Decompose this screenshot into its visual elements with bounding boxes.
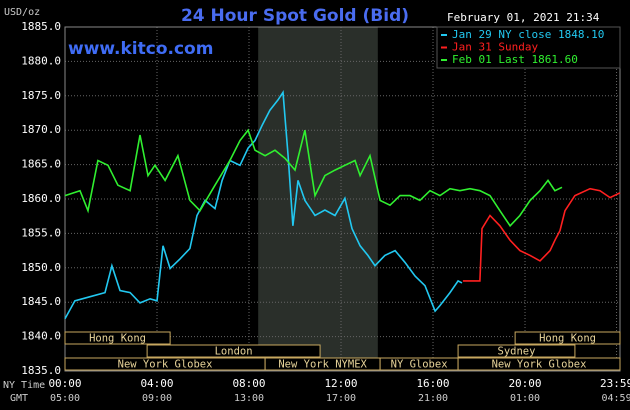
series-line <box>462 187 621 282</box>
legend-label: Feb 01 Last 1861.60 <box>452 53 578 66</box>
x2-tick-label: 01:00 <box>510 393 540 404</box>
y-tick-label: 1865.0 <box>21 158 61 171</box>
x-tick-label: 04:00 <box>140 377 173 390</box>
series-line <box>64 128 563 228</box>
y-tick-label: 1870.0 <box>21 123 61 136</box>
plot-frame <box>64 26 621 372</box>
y-tick-label: 1835.0 <box>21 364 61 377</box>
y-tick-label: 1840.0 <box>21 330 61 343</box>
legend-label: Jan 29 NY close 1848.10 <box>452 28 604 41</box>
series-line <box>64 90 463 320</box>
session-label: Sydney <box>498 346 536 358</box>
y-tick-label: 1875.0 <box>21 89 61 102</box>
session-box <box>64 331 171 345</box>
chart-title: 24 Hour Spot Gold (Bid) <box>181 6 409 26</box>
session-label: London <box>215 346 253 358</box>
session-label: New York NYMEX <box>278 359 367 371</box>
x-tick-label: 12:00 <box>324 377 357 390</box>
plot-under <box>64 26 620 372</box>
x2-tick-label: 09:00 <box>142 393 172 404</box>
x2-axis-label: GMT <box>10 393 28 404</box>
x-tick-label: 00:00 <box>48 377 81 390</box>
x-tick-label: 23:59 <box>600 377 630 390</box>
x2-tick-label: 04:59 <box>601 393 630 404</box>
x-axis-label: NY Time <box>3 380 45 391</box>
y-tick-label: 1880.0 <box>21 54 61 67</box>
session-label: NY Globex <box>391 359 448 371</box>
y-tick-label: 1850.0 <box>21 261 61 274</box>
session-label: New York Globex <box>118 359 213 371</box>
y-tick-label: 1855.0 <box>21 226 61 239</box>
session-label: Hong Kong <box>539 333 596 345</box>
x-tick-label: 16:00 <box>416 377 449 390</box>
x2-tick-label: 21:00 <box>418 393 448 404</box>
session-label: New York Globex <box>492 359 587 371</box>
session-box <box>457 344 576 358</box>
session-box <box>514 331 621 345</box>
legend-box <box>436 26 621 69</box>
session-label: Hong Kong <box>89 333 146 345</box>
x-tick-label: 20:00 <box>508 377 541 390</box>
session-box <box>146 344 321 358</box>
session-box <box>457 357 621 371</box>
x2-tick-label: 13:00 <box>234 393 264 404</box>
x-tick-label: 08:00 <box>232 377 265 390</box>
x2-tick-label: 17:00 <box>326 393 356 404</box>
watermark: www.kitco.com <box>68 39 213 59</box>
y-tick-label: 1860.0 <box>21 192 61 205</box>
y-tick-label: 1885.0 <box>21 20 61 33</box>
timestamp: February 01, 2021 21:34 <box>447 11 600 24</box>
x2-tick-label: 05:00 <box>50 393 80 404</box>
y-tick-label: 1845.0 <box>21 295 61 308</box>
y-axis-label: USD/oz <box>4 7 40 18</box>
legend-label: Jan 31 Sunday <box>452 41 538 54</box>
